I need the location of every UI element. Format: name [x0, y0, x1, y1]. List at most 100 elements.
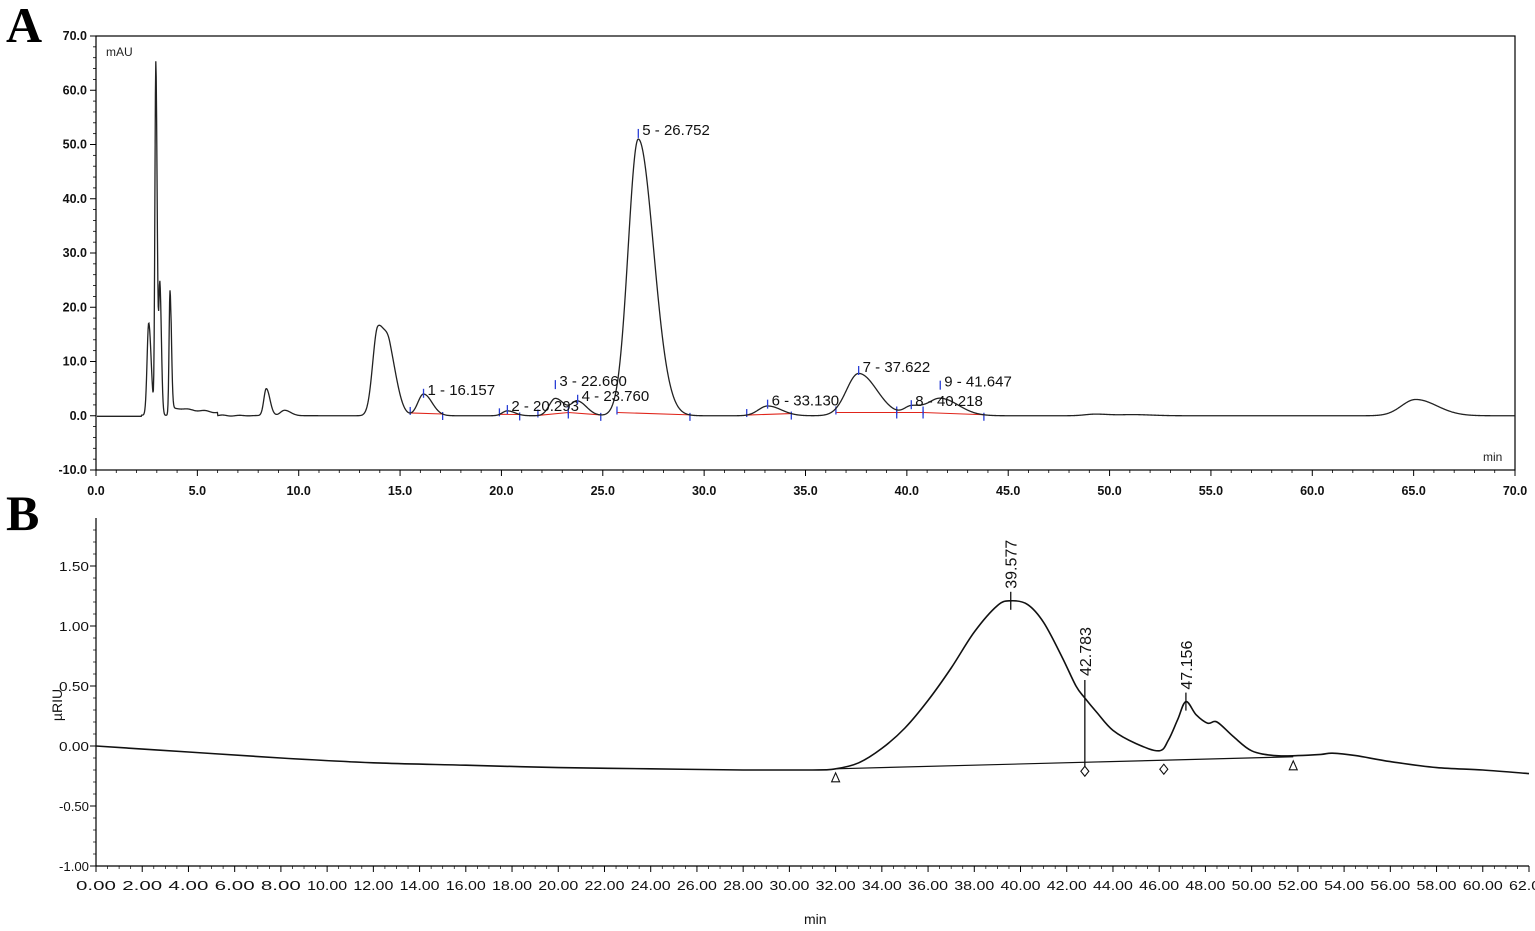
- peak-label-a: 1 - 16.157: [428, 382, 496, 399]
- x-tick-label-b: 44.00: [1093, 879, 1133, 893]
- peak-label-a: 2 - 20.293: [511, 398, 579, 415]
- valley-marker-b: [1080, 765, 1090, 778]
- x-tick-label-b: 12.00: [353, 879, 393, 893]
- x-tick-label-b: 4.00: [168, 879, 208, 893]
- chromatogram-trace-b: [95, 599, 1530, 775]
- x-tick-label-b: 2.00: [122, 879, 162, 893]
- x-tick-label-b: 40.00: [1001, 879, 1041, 893]
- peak-label-a: 9 - 41.647: [944, 374, 1012, 391]
- peak-label-a: 6 - 33.130: [772, 393, 840, 410]
- x-tick-label-b: 38.00: [954, 879, 994, 893]
- y-tick-label-a: -10.0: [59, 463, 88, 477]
- y-tick-label-a: 50.0: [63, 138, 87, 152]
- peak-boundary-markers-b: [830, 759, 1299, 783]
- x-tick-label-b: 52.00: [1278, 879, 1318, 893]
- y-tick-label-b: -0.50: [59, 800, 89, 814]
- x-tick-label-b: 20.00: [538, 879, 578, 893]
- peak-label-b: 47.156: [1179, 641, 1196, 690]
- x-tick-label-b: 24.00: [631, 879, 671, 893]
- x-tick-label-b: 60.00: [1463, 879, 1503, 893]
- baseline-segment-a: [537, 411, 569, 417]
- peak-label-a: 5 - 26.752: [642, 122, 710, 139]
- x-tick-label-b: 34.00: [862, 879, 902, 893]
- x-tick-label-a: 40.0: [895, 484, 919, 498]
- baseline-segment-a: [568, 411, 601, 416]
- peak-labels-b: 39.577 42.783 47.156: [1004, 540, 1196, 767]
- x-tick-label-b: 36.00: [908, 879, 948, 893]
- y-tick-label-a: 20.0: [63, 300, 87, 314]
- x-axis-label-b: min: [804, 911, 827, 927]
- x-tick-label-a: 65.0: [1401, 484, 1425, 498]
- x-tick-label-b: 6.00: [215, 879, 255, 893]
- x-axis-unit-a: min: [1483, 450, 1502, 464]
- y-tick-label-b: -1.00: [59, 860, 89, 874]
- x-tick-label-a: 30.0: [692, 484, 716, 498]
- y-tick-label-a: 30.0: [63, 246, 87, 260]
- x-tick-label-b: 48.00: [1185, 879, 1225, 893]
- x-tick-label-a: 50.0: [1097, 484, 1121, 498]
- x-tick-label-b: 58.00: [1417, 879, 1457, 893]
- x-tick-label-a: 15.0: [388, 484, 412, 498]
- y-axis-unit-a: mAU: [106, 45, 133, 59]
- x-tick-label-a: 35.0: [793, 484, 817, 498]
- baseline-segment-a: [923, 411, 984, 416]
- y-tick-label-a: 10.0: [63, 355, 87, 369]
- x-tick-label-b: 32.00: [816, 879, 856, 893]
- peak-label-a: 8 - 40.218: [915, 393, 983, 410]
- x-tick-label-b: 28.00: [723, 879, 763, 893]
- axis-ticks-a: 0.0 5.0 10.0 15.0 20.0 25.0 30.0 35.0 40.0 45.0 50…: [59, 29, 1528, 498]
- peak-label-b: 42.783: [1078, 627, 1095, 676]
- x-tick-label-b: 8.00: [261, 879, 301, 893]
- baseline-segment-a: [410, 412, 443, 415]
- y-tick-label-b: 1.50: [59, 560, 89, 574]
- axis-ticks-b: 0.00 2.00 4.00 6.00 8.00 10.00 12.00 14.00 16.00…: [59, 529, 1535, 893]
- x-tick-label-a: 20.0: [489, 484, 513, 498]
- chromatogram-trace-a: [97, 61, 1515, 417]
- y-tick-label-a: 0.0: [70, 409, 87, 423]
- x-tick-label-a: 55.0: [1199, 484, 1223, 498]
- x-tick-label-b: 62.00: [1509, 879, 1535, 893]
- y-tick-label-a: 60.0: [63, 83, 87, 97]
- baseline-start-end-marker-b: [830, 771, 841, 783]
- x-tick-label-a: 25.0: [591, 484, 615, 498]
- peak-label-a: 3 - 22.660: [559, 373, 627, 390]
- x-tick-label-b: 16.00: [446, 879, 486, 893]
- x-tick-label-b: 18.00: [492, 879, 532, 893]
- y-tick-label-a: 40.0: [63, 192, 87, 206]
- integration-baselines-a: [409, 406, 985, 421]
- x-tick-label-a: 70.0: [1503, 484, 1527, 498]
- y-axis-label-b: µRIU: [49, 689, 65, 721]
- y-tick-label-b: 0.50: [59, 680, 89, 694]
- panel-label-a: A: [6, 0, 42, 53]
- x-tick-label-b: 0.00: [76, 879, 116, 893]
- y-tick-label-b: 0.00: [59, 740, 89, 754]
- chromatogram-b: min µRIU 0.00 2.00 4.00 6.00 8.00 10.00 12.00 1…: [49, 518, 1535, 927]
- valley-marker-b: [1159, 763, 1169, 776]
- x-tick-label-a: 0.0: [87, 484, 104, 498]
- baseline-segment-a: [746, 413, 792, 416]
- x-tick-label-b: 22.00: [584, 879, 624, 893]
- chromatogram-a: mAU min 0.0 5.0 10.0 15.0 20.0 25.0 30.0 35.0 40…: [59, 29, 1528, 498]
- x-tick-label-b: 10.00: [307, 879, 347, 893]
- x-tick-label-a: 45.0: [996, 484, 1020, 498]
- x-tick-label-b: 14.00: [400, 879, 440, 893]
- x-tick-label-b: 46.00: [1139, 879, 1179, 893]
- peak-label-b: 39.577: [1004, 540, 1021, 589]
- x-tick-label-a: 60.0: [1300, 484, 1324, 498]
- y-tick-label-b: 1.00: [59, 620, 89, 634]
- panel-label-b: B: [6, 485, 39, 541]
- integration-baseline-b: [835, 756, 1294, 770]
- x-tick-label-b: 26.00: [677, 879, 717, 893]
- x-tick-label-a: 10.0: [287, 484, 311, 498]
- baseline-segment-a: [616, 411, 690, 416]
- peak-label-a: 7 - 37.622: [863, 359, 931, 376]
- x-tick-label-b: 30.00: [769, 879, 809, 893]
- x-tick-label-b: 54.00: [1324, 879, 1364, 893]
- peak-label-a: 4 - 23.760: [582, 388, 650, 405]
- baseline-start-end-marker-b: [1288, 759, 1299, 771]
- y-tick-label-a: 70.0: [63, 29, 87, 43]
- x-tick-label-b: 56.00: [1370, 879, 1410, 893]
- x-tick-label-a: 5.0: [189, 484, 206, 498]
